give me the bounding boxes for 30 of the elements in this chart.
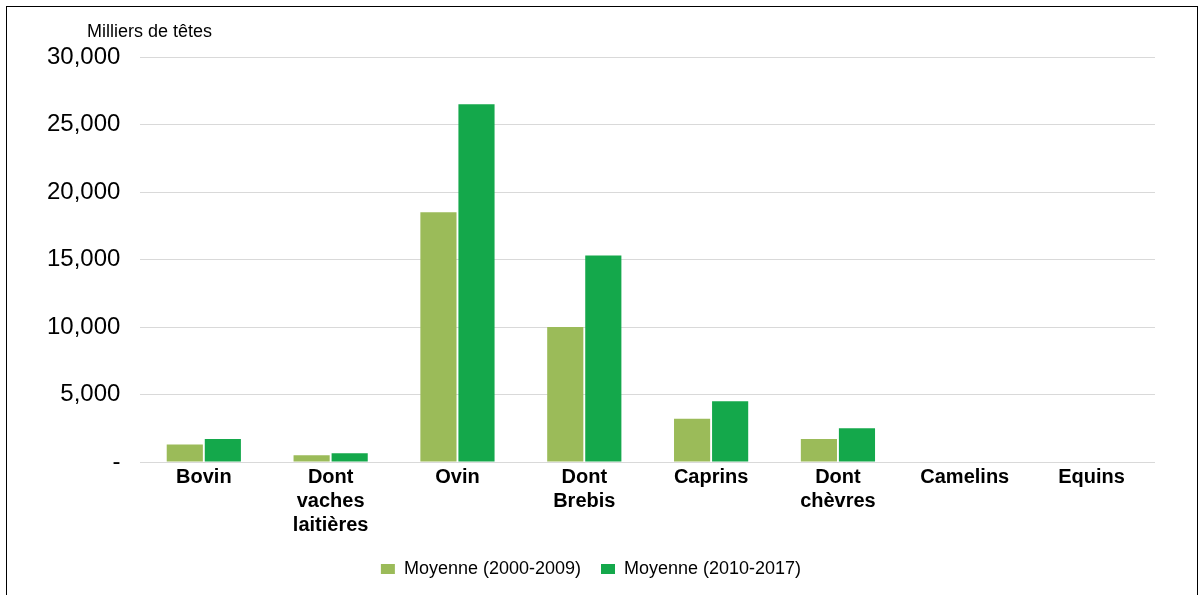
legend-label: Moyenne (2000-2009) — [403, 557, 582, 578]
y-tick-label: 5,000 — [60, 379, 121, 407]
legend-label: Moyenne (2010-2017) — [624, 557, 802, 578]
y-axis-title: Milliers de têtes — [87, 20, 213, 41]
y-tick-label: 25,000 — [47, 109, 121, 137]
y-tick-label: - — [112, 446, 121, 474]
bar — [800, 439, 837, 462]
x-tick-label: Dont vaches laitières — [292, 464, 369, 535]
x-tick-label: Caprins — [673, 464, 749, 487]
x-tick-label: Dont Brebis — [553, 464, 616, 511]
bar — [204, 439, 241, 462]
bar — [547, 327, 584, 462]
y-tick-label: 20,000 — [47, 176, 121, 204]
bar — [838, 428, 876, 462]
bar — [585, 255, 622, 462]
bar — [293, 455, 330, 462]
x-tick-label: Bovin — [176, 464, 232, 487]
bar — [458, 104, 495, 462]
bar — [674, 418, 711, 462]
y-tick-label: 30,000 — [47, 41, 121, 69]
bar — [712, 401, 749, 462]
x-tick-label: Ovin — [435, 464, 480, 487]
y-tick-label: 10,000 — [47, 311, 121, 339]
x-tick-label: Dont chèvres — [800, 464, 876, 511]
bar — [166, 444, 203, 462]
y-tick-label: 15,000 — [47, 244, 121, 272]
bar — [331, 453, 368, 462]
x-tick-label: Camelins — [920, 464, 1010, 487]
bar — [420, 212, 457, 462]
x-tick-label: Equins — [1058, 464, 1125, 487]
